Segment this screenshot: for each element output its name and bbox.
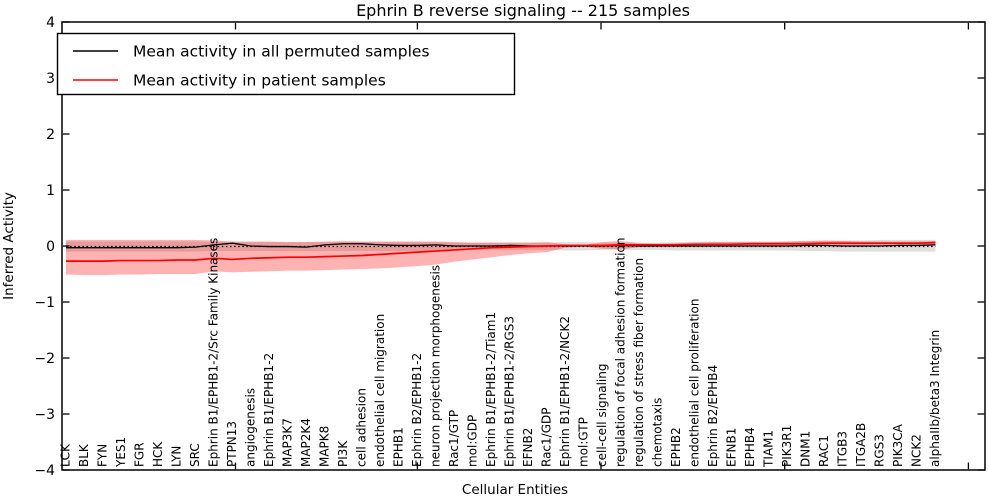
y-tick-label: 3 — [46, 71, 55, 87]
x-category-label: LYN — [170, 446, 184, 467]
x-category-label: SRC — [188, 443, 202, 467]
x-axis-label: Cellular Entities — [462, 482, 568, 498]
x-category-label: EPHB2 — [669, 427, 683, 467]
y-axis-label: Inferred Activity — [1, 192, 17, 300]
legend: Mean activity in all permuted samples Me… — [56, 32, 516, 96]
x-category-label: endothelial cell proliferation — [688, 299, 702, 467]
x-category-label: regulation of focal adhesion formation — [614, 238, 628, 467]
x-category-label: alphaIIb/beta3 Integrin — [928, 330, 942, 467]
x-category-label: Ephrin B2/EPHB1-2 — [410, 353, 424, 467]
x-category-label: neuron projection morphogenesis — [429, 265, 443, 467]
x-category-label: mol:GDP — [466, 415, 480, 467]
x-category-label: MAPK8 — [318, 426, 332, 467]
x-category-label: cell-cell signaling — [595, 364, 609, 468]
x-category-label: PIK3CA — [891, 423, 905, 467]
x-category-label: BLK — [77, 443, 91, 467]
tick-labels-layer: 4 3 2 1 0 −1 −2 −3 −4 LCK BLK FYN YES1 FGR HCK LYN SRC Ep… — [34, 15, 942, 479]
x-category-label: Ephrin B1/EPHB1-2/NCK2 — [558, 316, 572, 467]
legend-box — [56, 32, 516, 96]
y-tick-label: −1 — [34, 295, 55, 311]
x-category-label: RGS3 — [873, 434, 887, 467]
x-category-label: HCK — [151, 441, 165, 467]
x-category-label: ITGA2B — [854, 423, 868, 467]
x-category-label: FYN — [96, 444, 110, 467]
x-category-label: LCK — [59, 443, 73, 467]
x-category-label: regulation of stress fiber formation — [632, 258, 646, 467]
y-tick-label: −2 — [34, 351, 55, 367]
x-category-label: Ephrin B2/EPHB4 — [706, 365, 720, 467]
y-tick-label: −3 — [34, 407, 55, 423]
y-tick-label: 1 — [46, 183, 55, 199]
y-tick-label: 0 — [46, 239, 55, 255]
x-category-label: chemotaxis — [651, 398, 665, 467]
x-category-label: EPHB1 — [392, 427, 406, 467]
legend-label-permuted: Mean activity in all permuted samples — [133, 43, 430, 61]
x-category-label: Ephrin B1/EPHB1-2 — [262, 353, 276, 467]
x-category-label: NCK2 — [910, 434, 924, 467]
x-category-label: EFNB1 — [725, 428, 739, 467]
x-category-label: PTPN13 — [225, 421, 239, 467]
plot-frame — [61, 21, 986, 471]
x-category-label: FGR — [133, 442, 147, 467]
x-category-label: ITGB3 — [836, 431, 850, 467]
chart-title: Ephrin B reverse signaling -- 215 sample… — [356, 1, 690, 20]
x-category-label: Ephrin B1/EPHB1-2/Src Family Kinases — [207, 238, 221, 467]
x-category-label: YES1 — [114, 437, 128, 468]
x-category-label: EPHB4 — [743, 427, 757, 467]
x-category-label: PIK3R1 — [780, 425, 794, 467]
x-category-label: DNM1 — [799, 431, 813, 467]
x-category-label: EFNB2 — [521, 428, 535, 467]
x-category-label: RAC1 — [817, 435, 831, 467]
x-category-label: Ephrin B1/EPHB1-2/RGS3 — [503, 316, 517, 467]
legend-label-patient: Mean activity in patient samples — [133, 72, 386, 90]
x-category-label: cell adhesion — [355, 388, 369, 467]
x-category-label: Rac1/GDP — [540, 408, 554, 467]
x-category-label: MAP2K4 — [299, 418, 313, 467]
y-tick-label: −4 — [34, 463, 55, 479]
x-category-label: TIAM1 — [762, 430, 776, 468]
x-category-label: PI3K — [336, 440, 350, 467]
x-category-label: Rac1/GTP — [447, 410, 461, 467]
x-category-label: Ephrin B1/EPHB1-2/Tiam1 — [484, 312, 498, 467]
patient-std-band — [66, 239, 936, 276]
axis-ticks-layer — [62, 21, 985, 471]
x-category-label: mol:GTP — [577, 417, 591, 467]
x-category-label: MAP3K7 — [281, 418, 295, 467]
patient-mean-line — [66, 241, 936, 262]
data-lines-layer — [66, 241, 936, 262]
y-tick-label: 4 — [46, 15, 55, 31]
x-category-label: angiogenesis — [244, 388, 258, 467]
x-category-label: endothelial cell migration — [373, 314, 387, 467]
permuted-mean-line — [66, 242, 936, 249]
y-tick-label: 2 — [46, 127, 55, 143]
